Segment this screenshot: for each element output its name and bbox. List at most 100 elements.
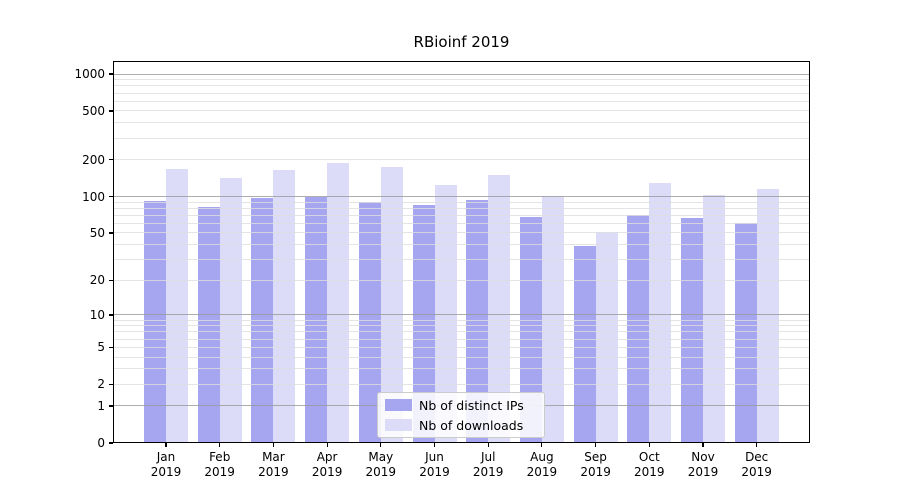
gridline-minor	[114, 346, 809, 348]
bar-downloads	[541, 195, 564, 443]
x-tick-mark	[541, 443, 543, 447]
x-tick-label: Feb 2019	[204, 450, 235, 479]
bar-downloads	[703, 194, 725, 443]
x-tick-label: Mar 2019	[258, 450, 289, 479]
bar-distinct-ips	[144, 200, 166, 443]
x-tick-label: Jul 2019	[472, 450, 504, 479]
bar-downloads	[595, 231, 618, 443]
legend: Nb of distinct IPs Nb of downloads	[377, 392, 545, 438]
gridline-minor	[114, 159, 809, 161]
gridline-minor	[114, 325, 809, 327]
bar-distinct-ips	[627, 215, 650, 443]
y-tick-label: 1	[97, 398, 105, 413]
x-tick-label: Jan 2019	[150, 450, 182, 479]
bar-downloads	[756, 189, 779, 443]
legend-row-distinct-ips: Nb of distinct IPs	[385, 397, 544, 414]
bar-distinct-ips	[466, 199, 489, 443]
gridline-minor	[114, 79, 809, 81]
x-tick-label: Apr 2019	[311, 450, 343, 479]
x-tick-label: Nov 2019	[687, 450, 719, 479]
x-tick-label: May 2019	[365, 450, 397, 479]
gridline-minor	[114, 92, 809, 94]
gridline-minor	[114, 137, 809, 139]
bar-distinct-ips	[358, 202, 381, 443]
gridline-minor	[114, 100, 809, 102]
y-tick-mark	[109, 232, 113, 234]
x-tick-mark	[165, 443, 167, 447]
y-tick-mark	[109, 346, 113, 348]
y-tick-label: 2	[97, 377, 105, 392]
y-tick-mark	[109, 73, 113, 75]
bar-distinct-ips	[412, 205, 435, 443]
bar-downloads	[488, 175, 511, 443]
gridline-major	[114, 73, 809, 75]
x-tick-mark	[756, 443, 758, 447]
y-tick-label: 50	[89, 225, 105, 240]
gridline-minor	[114, 331, 809, 333]
x-tick-mark	[272, 443, 274, 447]
y-tick-label: 5	[97, 340, 105, 355]
gridline-minor	[114, 214, 809, 216]
bar-downloads	[273, 169, 296, 443]
bar-downloads	[380, 166, 403, 443]
gridline-major	[114, 314, 809, 316]
legend-swatch-downloads	[385, 419, 412, 431]
gridline-minor	[114, 383, 809, 385]
y-tick-mark	[109, 405, 113, 407]
x-tick-label: Dec 2019	[741, 450, 772, 479]
gridline-minor	[114, 338, 809, 340]
x-tick-mark	[648, 443, 650, 447]
gridline-minor	[114, 222, 809, 224]
x-tick-mark	[487, 443, 489, 447]
gridline-minor	[114, 279, 809, 281]
y-tick-mark	[109, 442, 113, 444]
legend-swatch-distinct-ips	[385, 399, 412, 411]
bar-downloads	[649, 183, 672, 443]
gridline-minor	[114, 110, 809, 112]
y-tick-label: 200	[82, 152, 105, 167]
gridline-minor	[114, 244, 809, 246]
gridline-minor	[114, 319, 809, 321]
y-tick-mark	[109, 110, 113, 112]
y-tick-label: 0	[97, 436, 105, 450]
gridline-minor	[114, 232, 809, 234]
y-tick-mark	[109, 159, 113, 161]
gridline-minor	[114, 85, 809, 87]
x-tick-label: Oct 2019	[634, 450, 665, 479]
x-tick-mark	[219, 443, 221, 447]
bar-distinct-ips	[734, 223, 757, 443]
y-tick-mark	[109, 383, 113, 385]
x-tick-mark	[702, 443, 704, 447]
bar-distinct-ips	[681, 217, 703, 443]
x-tick-mark	[380, 443, 382, 447]
gridline-minor	[114, 368, 809, 370]
y-tick-label: 10	[89, 307, 105, 322]
y-tick-label: 1000	[74, 67, 105, 81]
x-tick-mark	[433, 443, 436, 447]
bar-downloads	[219, 178, 242, 443]
chart-title: RBioinf 2019	[413, 33, 510, 51]
gridline-minor	[114, 356, 809, 358]
y-tick-mark	[109, 314, 113, 316]
x-tick-mark	[595, 443, 597, 447]
y-tick-label: 500	[82, 103, 105, 118]
x-tick-mark	[326, 443, 328, 447]
legend-label-distinct-ips: Nb of distinct IPs	[419, 397, 524, 413]
bar-downloads	[434, 184, 457, 443]
y-tick-mark	[109, 279, 113, 281]
bar-downloads	[166, 169, 188, 443]
x-tick-label: Jun 2019	[419, 450, 450, 479]
x-tick-label: Sep 2019	[580, 450, 611, 479]
bar-distinct-ips	[573, 245, 596, 443]
bar-distinct-ips	[519, 216, 542, 443]
gridline-minor	[114, 201, 809, 203]
bar-downloads	[327, 163, 350, 443]
gridline-minor	[114, 207, 809, 209]
y-tick-mark	[109, 195, 113, 198]
legend-label-downloads: Nb of downloads	[419, 417, 524, 433]
gridline-major	[114, 196, 809, 197]
x-tick-label: Aug 2019	[526, 450, 558, 479]
y-tick-label: 20	[89, 273, 105, 288]
y-tick-label: 100	[82, 189, 105, 204]
